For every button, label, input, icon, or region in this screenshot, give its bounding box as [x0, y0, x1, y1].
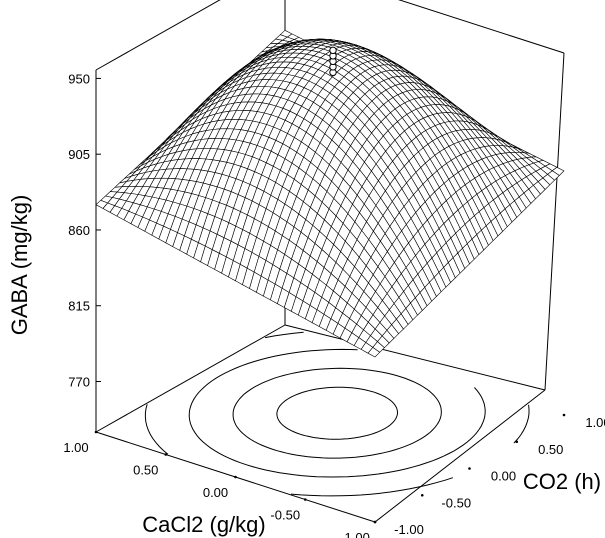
- x-tick: [303, 498, 307, 501]
- y-tick: [420, 493, 424, 497]
- axis-box-edge: [95, 324, 286, 433]
- y-tick-label: 0.00: [491, 469, 516, 484]
- contour-line: [276, 386, 398, 440]
- contour-line: [188, 348, 486, 478]
- axis-box-edge: [374, 389, 546, 523]
- z-tick-label: 770: [68, 374, 90, 389]
- y-tick: [468, 467, 471, 470]
- z-tick-label: 860: [68, 223, 90, 238]
- axis-ticks: 770 815 860 905 950 1.00 0.50 0.00 -0.50 -1.00 -1.…: [63, 71, 605, 538]
- z-axis-label: GABA (mg/kg): [7, 195, 32, 336]
- axis-box-edge: [284, 324, 546, 391]
- x-tick: [94, 430, 98, 434]
- z-tick-label: 905: [68, 147, 90, 162]
- y-axis-label: CO2 (h): [523, 469, 601, 494]
- x-axis-label: CaCl2 (g/kg): [142, 512, 265, 537]
- z-tick-label: 950: [68, 71, 90, 86]
- x-tick-label: -0.50: [270, 508, 300, 523]
- surface-cell: [367, 347, 381, 358]
- design-points: [329, 46, 337, 77]
- response-surface: [95, 29, 565, 358]
- axis-box-edge: [95, 0, 221, 71]
- floor-contours: [144, 331, 530, 497]
- y-tick-label: -0.50: [441, 495, 471, 510]
- y-tick-label: 0.50: [538, 442, 563, 457]
- contour-line: [144, 331, 530, 497]
- y-tick: [562, 413, 566, 417]
- x-tick-label: 0.50: [133, 463, 158, 478]
- y-tick-label: -1.00: [394, 522, 424, 537]
- axis-box-edge: [398, 0, 565, 54]
- x-tick: [164, 453, 168, 456]
- y-tick: [515, 440, 519, 444]
- x-tick-label: -1.00: [340, 530, 370, 538]
- z-tick-label: 815: [68, 299, 90, 314]
- axis-box-edge: [544, 52, 565, 391]
- x-tick-label: 0.00: [203, 485, 228, 500]
- x-tick: [234, 475, 237, 479]
- design-point: [329, 46, 337, 55]
- y-tick: [373, 520, 377, 524]
- contour-line: [232, 367, 442, 459]
- x-tick-label: 1.00: [63, 440, 88, 455]
- y-tick-label: 1.00: [585, 415, 605, 430]
